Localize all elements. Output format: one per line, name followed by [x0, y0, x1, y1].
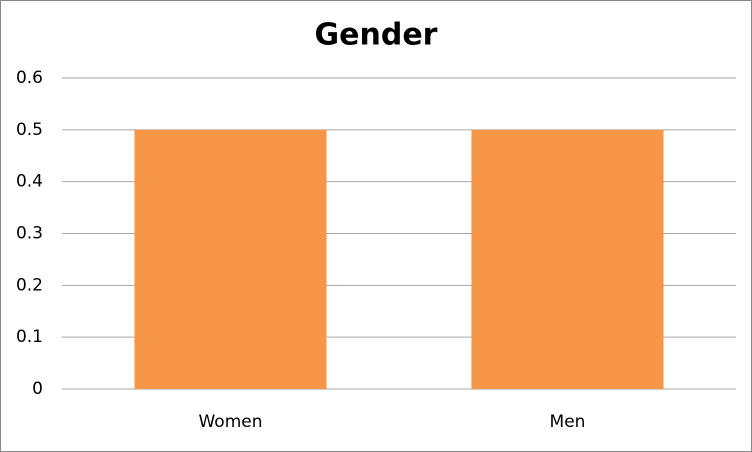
y-tick-label: 0.4 [16, 172, 43, 192]
x-tick-label: Women [198, 412, 262, 432]
bar [471, 129, 664, 390]
y-tick-label: 0 [32, 379, 43, 399]
y-tick-label: 0.1 [16, 327, 43, 347]
y-tick-label: 0.6 [16, 68, 43, 88]
x-tick-label: Men [550, 412, 586, 432]
y-tick-label: 0.5 [16, 120, 43, 140]
chart-title: Gender [315, 18, 438, 53]
bar [134, 129, 327, 390]
y-tick-label: 0.2 [16, 275, 43, 295]
y-tick-label: 0.3 [16, 224, 43, 244]
